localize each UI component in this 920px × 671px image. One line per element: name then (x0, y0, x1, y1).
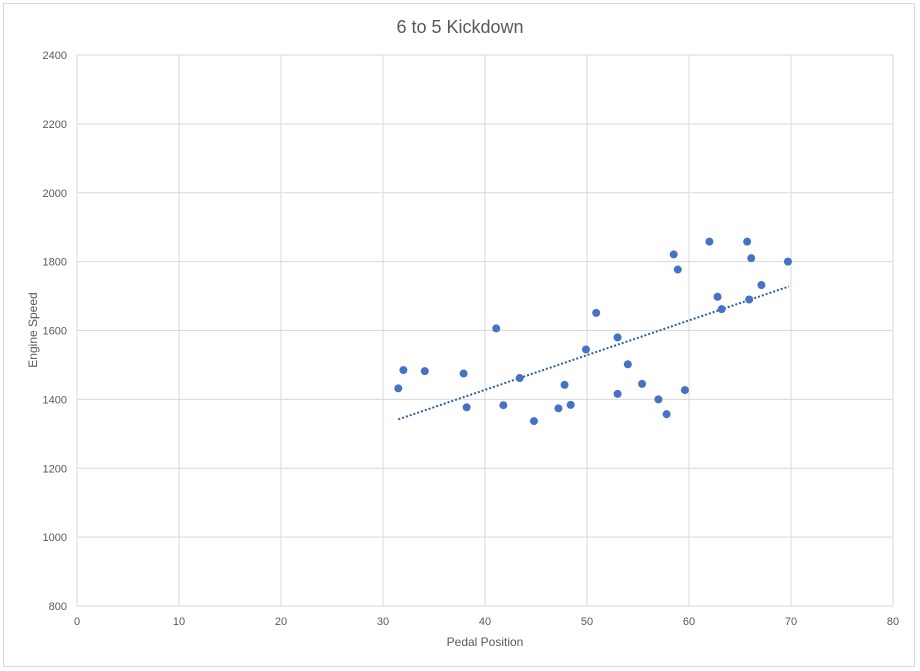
data-point (515, 374, 524, 383)
data-point (613, 333, 622, 342)
trendline (397, 285, 790, 421)
data-point (747, 254, 756, 263)
x-axis-tick-labels: 0 10 20 30 40 50 60 70 80 (74, 616, 899, 628)
trendline-layer (397, 285, 790, 421)
data-point (420, 367, 429, 376)
y-tick-label: 1400 (43, 394, 67, 406)
chart-title: 6 to 5 Kickdown (396, 17, 523, 37)
data-point (638, 379, 647, 388)
gridlines (76, 54, 894, 607)
x-tick-label: 30 (377, 616, 389, 628)
data-point (462, 403, 471, 412)
data-point (745, 295, 754, 304)
y-tick-label: 1000 (43, 532, 67, 544)
data-point (394, 384, 403, 393)
data-point (680, 386, 689, 395)
x-axis-label: Pedal Position (447, 635, 524, 649)
x-tick-label: 20 (275, 616, 287, 628)
x-tick-label: 60 (683, 616, 695, 628)
data-point (662, 410, 671, 419)
x-tick-label: 70 (785, 616, 797, 628)
y-tick-label: 2400 (43, 50, 67, 62)
data-point (713, 292, 722, 301)
data-point (566, 400, 575, 409)
x-tick-label: 10 (173, 616, 185, 628)
y-tick-label: 1800 (43, 257, 67, 269)
y-tick-label: 2000 (43, 188, 67, 200)
y-tick-label: 1600 (43, 326, 67, 338)
data-point (717, 305, 726, 314)
data-point (529, 417, 538, 426)
data-point (560, 380, 569, 389)
data-point (757, 281, 766, 290)
y-tick-label: 1200 (43, 463, 67, 475)
data-point (499, 401, 508, 410)
x-tick-label: 40 (479, 616, 491, 628)
data-points (394, 237, 792, 426)
y-axis-label: Engine Speed (26, 292, 40, 367)
data-point (705, 237, 714, 246)
data-point (654, 395, 663, 404)
data-point (399, 366, 408, 375)
data-point (581, 345, 590, 354)
data-point (783, 257, 792, 266)
x-tick-label: 80 (887, 616, 899, 628)
data-point (743, 237, 752, 246)
chart-frame (3, 3, 915, 667)
y-tick-label: 2200 (43, 119, 67, 131)
data-point (554, 404, 563, 413)
x-tick-label: 50 (581, 616, 593, 628)
data-point (492, 324, 501, 333)
y-tick-label: 800 (49, 601, 67, 613)
y-axis-tick-labels: 800 1000 1200 1400 1600 1800 2000 2200 2400 (43, 50, 67, 613)
data-point (459, 369, 468, 378)
data-point (669, 250, 678, 259)
data-point (613, 389, 622, 398)
data-point (623, 360, 632, 369)
data-point (592, 308, 601, 317)
data-point (673, 265, 682, 274)
x-tick-label: 0 (74, 616, 80, 628)
